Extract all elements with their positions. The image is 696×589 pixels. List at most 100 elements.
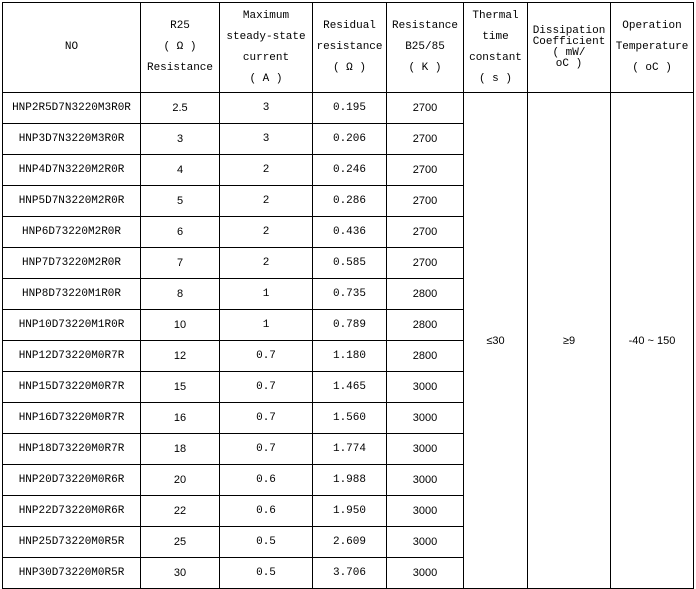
table-cell: 1.988 bbox=[312, 464, 387, 496]
table-row: HNP2R5D7N3220M3R0R 2.5 3 0.195 2700 ≤30 ≥9 -40 … bbox=[2, 92, 694, 589]
header-cell: R25 ( Ω ) Resistance bbox=[140, 2, 220, 93]
header-cell: NO bbox=[2, 2, 141, 93]
header-line: ( oC ) bbox=[632, 62, 672, 74]
table-row: HNP30D73220M0R5R 30 0.5 3.706 3000 bbox=[2, 557, 694, 589]
table-cell: 20 bbox=[140, 464, 220, 496]
table-cell: 0.5 bbox=[219, 557, 313, 589]
table-cell: 3000 bbox=[386, 557, 464, 589]
table-cell: 2700 bbox=[386, 216, 464, 248]
table-cell: 0.6 bbox=[219, 495, 313, 527]
table-cell: 1.560 bbox=[312, 402, 387, 434]
table-cell: 0.6 bbox=[219, 464, 313, 496]
table-cell: 16 bbox=[140, 402, 220, 434]
header-line: ( Ω ) bbox=[163, 41, 197, 53]
header-row: NO R25 ( Ω ) Resistance Maximum steady-state c… bbox=[2, 2, 694, 93]
header-line: constant bbox=[469, 51, 522, 64]
table-cell: 3000 bbox=[386, 433, 464, 465]
table-cell: 0.735 bbox=[312, 278, 387, 310]
table-cell: 3000 bbox=[386, 495, 464, 527]
table-cell: 18 bbox=[140, 433, 220, 465]
table-row: HNP6D73220M2R0R 6 2 0.436 2700 bbox=[2, 216, 694, 248]
table-row: HNP12D73220M0R7R 12 0.7 1.180 2800 bbox=[2, 340, 694, 372]
table-row: HNP7D73220M2R0R 7 2 0.585 2700 bbox=[2, 247, 694, 279]
table-cell: HNP2R5D7N3220M3R0R bbox=[2, 92, 141, 124]
table-cell: 1 bbox=[219, 309, 313, 341]
header-line: ( A ) bbox=[249, 72, 283, 85]
table-cell: HNP8D73220M1R0R bbox=[2, 278, 141, 310]
table-cell: 2.5 bbox=[140, 92, 220, 124]
table-cell: 25 bbox=[140, 526, 220, 558]
table-cell: HNP25D73220M0R5R bbox=[2, 526, 141, 558]
header-line: current bbox=[242, 51, 290, 64]
table-cell: 2 bbox=[219, 216, 313, 248]
table-cell: HNP5D7N3220M2R0R bbox=[2, 185, 141, 217]
table-cell: 2 bbox=[219, 185, 313, 217]
table-row: HNP3D7N3220M3R0R 3 3 0.206 2700 bbox=[2, 123, 694, 155]
table-cell: HNP7D73220M2R0R bbox=[2, 247, 141, 279]
table-cell: 3000 bbox=[386, 371, 464, 403]
table-cell: HNP18D73220M0R7R bbox=[2, 433, 141, 465]
header-line: R25 bbox=[170, 20, 190, 32]
table-cell: HNP4D7N3220M2R0R bbox=[2, 154, 141, 186]
table-cell: 1 bbox=[219, 278, 313, 310]
header-line: Operation bbox=[622, 20, 682, 32]
table-cell: 0.436 bbox=[312, 216, 387, 248]
table-cell: 2.609 bbox=[312, 526, 387, 558]
table-cell: 15 bbox=[140, 371, 220, 403]
table-cell: 2 bbox=[219, 247, 313, 279]
table-cell: 3 bbox=[140, 123, 220, 155]
table-row: HNP18D73220M0R7R 18 0.7 1.774 3000 bbox=[2, 433, 694, 465]
table-cell: 10 bbox=[140, 309, 220, 341]
header-line: ( Ω ) bbox=[332, 62, 366, 74]
table-cell: 0.7 bbox=[219, 371, 313, 403]
table-cell: HNP30D73220M0R5R bbox=[2, 557, 141, 589]
table-row: HNP16D73220M0R7R 16 0.7 1.560 3000 bbox=[2, 402, 694, 434]
table-cell: 5 bbox=[140, 185, 220, 217]
table-body: HNP2R5D7N3220M3R0R 2.5 3 0.195 2700 ≤30 ≥9 -40 … bbox=[2, 92, 694, 589]
table-cell: 0.246 bbox=[312, 154, 387, 186]
table-row: HNP5D7N3220M2R0R 5 2 0.286 2700 bbox=[2, 185, 694, 217]
table-cell: 2700 bbox=[386, 247, 464, 279]
table-row: HNP22D73220M0R6R 22 0.6 1.950 3000 bbox=[2, 495, 694, 527]
table-cell: HNP20D73220M0R6R bbox=[2, 464, 141, 496]
table-row: HNP15D73220M0R7R 15 0.7 1.465 3000 bbox=[2, 371, 694, 403]
table-cell: 2800 bbox=[386, 309, 464, 341]
merged-cell: ≤30 bbox=[463, 92, 528, 589]
table-cell: 0.286 bbox=[312, 185, 387, 217]
table-cell: 3.706 bbox=[312, 557, 387, 589]
table-cell: 1.950 bbox=[312, 495, 387, 527]
header-line: Resistance bbox=[391, 20, 458, 32]
header-cell: Resistance B25/85 ( K ) bbox=[386, 2, 464, 93]
header-line: Temperature bbox=[615, 41, 689, 53]
header-line: Maximum bbox=[242, 9, 290, 22]
table-cell: HNP15D73220M0R7R bbox=[2, 371, 141, 403]
table-cell: HNP6D73220M2R0R bbox=[2, 216, 141, 248]
table-cell: 30 bbox=[140, 557, 220, 589]
merged-cell: ≥9 bbox=[527, 92, 611, 589]
table-cell: 0.7 bbox=[219, 402, 313, 434]
table-cell: 3 bbox=[219, 123, 313, 155]
table-cell: HNP3D7N3220M3R0R bbox=[2, 123, 141, 155]
header-line: NO bbox=[64, 41, 79, 53]
table-cell: 2700 bbox=[386, 185, 464, 217]
table-cell: 4 bbox=[140, 154, 220, 186]
table-cell: 0.585 bbox=[312, 247, 387, 279]
header-line: Residual bbox=[323, 20, 376, 32]
header-line: Resistance bbox=[146, 62, 213, 74]
table-cell: 1.465 bbox=[312, 371, 387, 403]
header-line: ( mW/ bbox=[552, 46, 586, 59]
header-line: resistance bbox=[316, 41, 383, 53]
table-cell: 2700 bbox=[386, 92, 464, 124]
header-line: ( K ) bbox=[408, 62, 442, 74]
table-cell: 0.7 bbox=[219, 433, 313, 465]
table-cell: 0.195 bbox=[312, 92, 387, 124]
table-cell: 7 bbox=[140, 247, 220, 279]
header-line: Coefficient bbox=[532, 35, 606, 48]
table-cell: 2 bbox=[219, 154, 313, 186]
table-cell: 22 bbox=[140, 495, 220, 527]
header-cell: Maximum steady-state current ( A ) bbox=[219, 2, 313, 93]
table-cell: 0.7 bbox=[219, 340, 313, 372]
table-cell: 0.206 bbox=[312, 123, 387, 155]
